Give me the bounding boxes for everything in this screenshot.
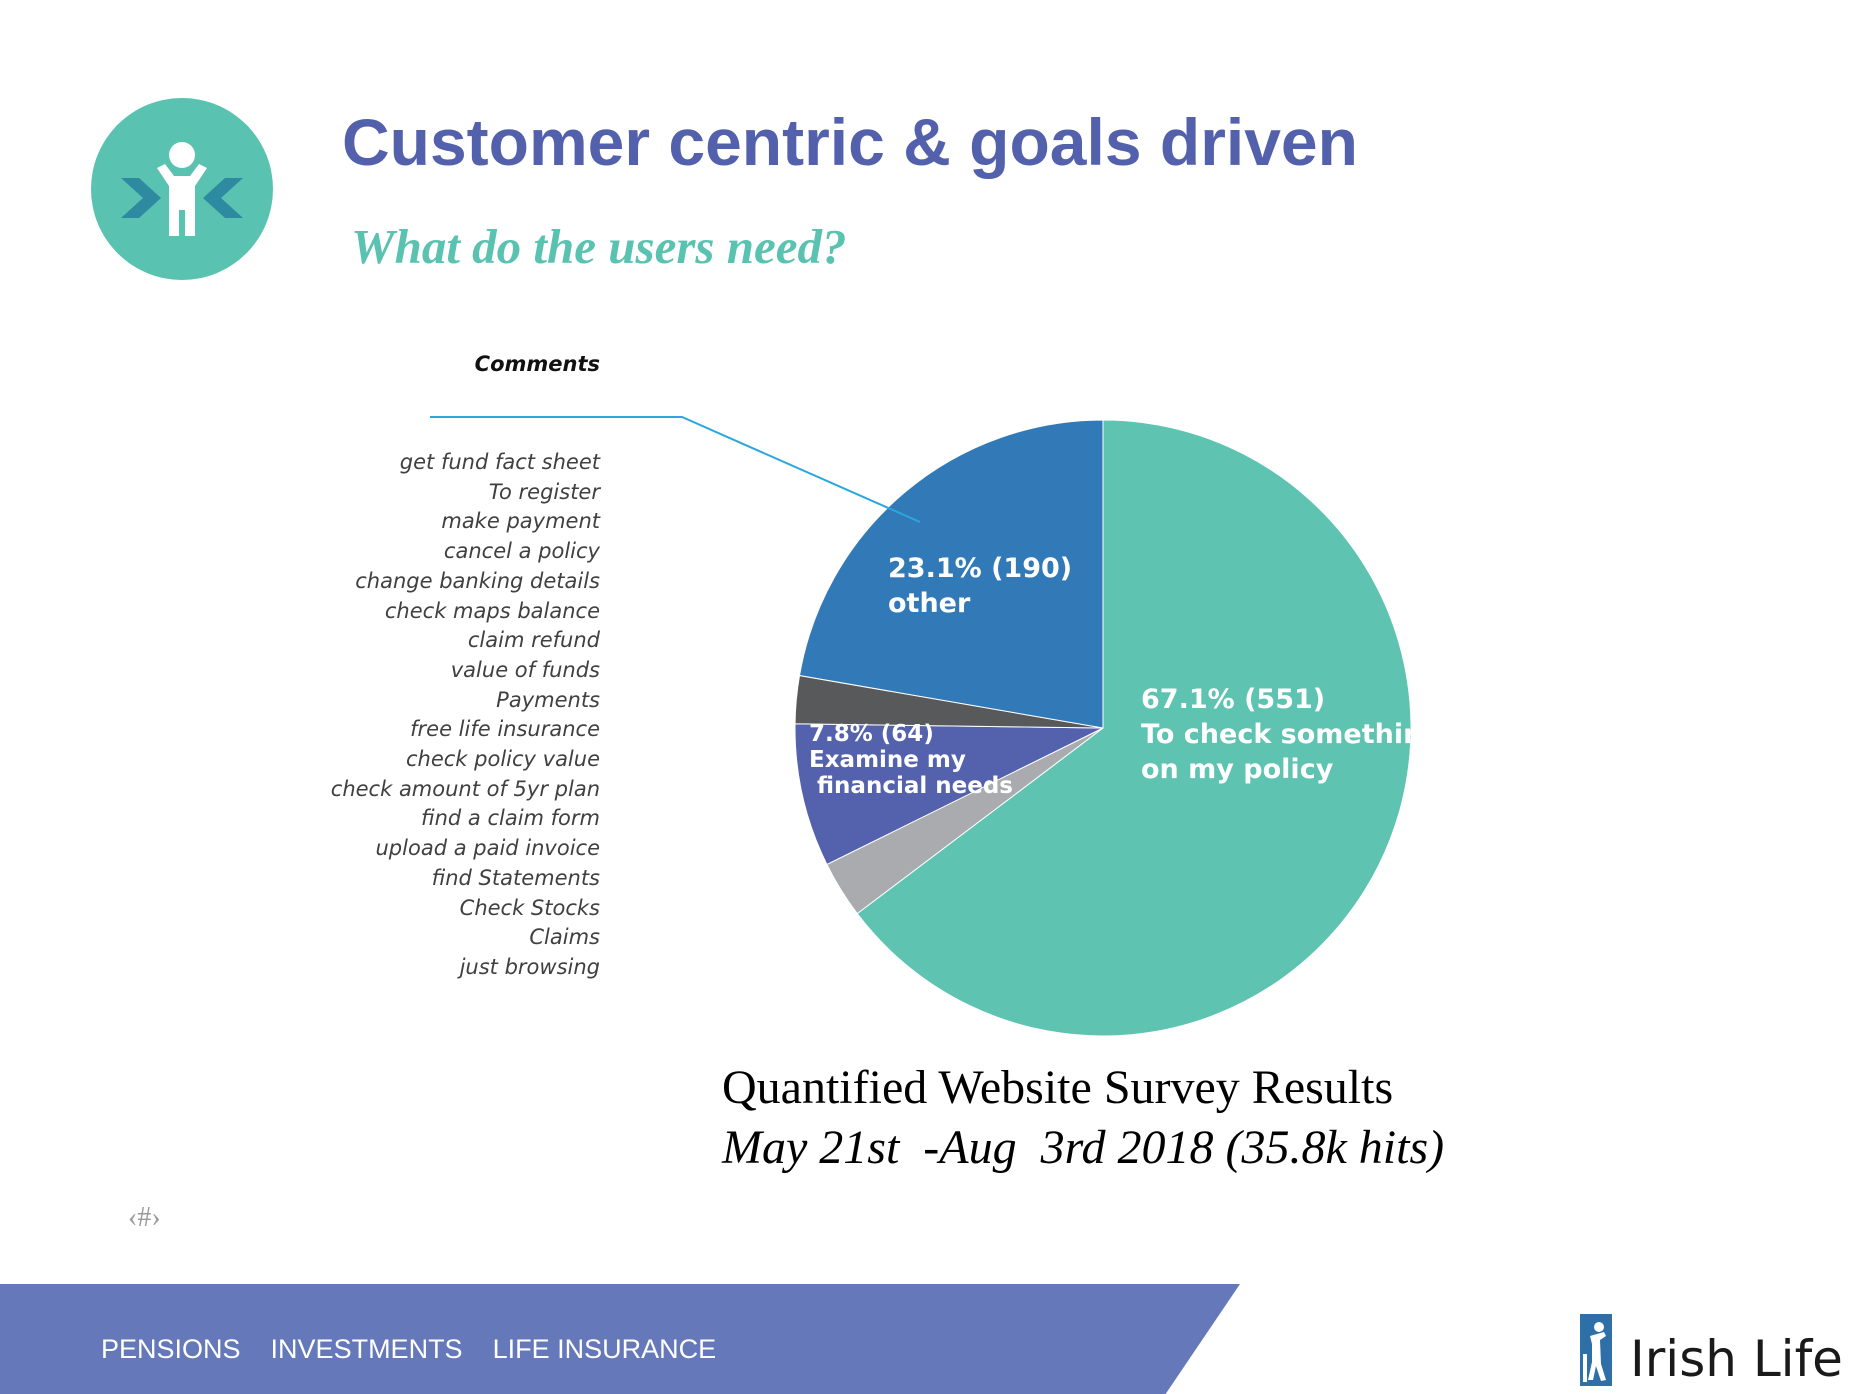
brand-name: Irish Life: [1630, 1330, 1843, 1388]
slide-number: ‹#›: [128, 1202, 161, 1233]
slice-label-2: 7.8% (64) Examine my financial needs: [809, 721, 1013, 799]
slice-label-4: 23.1% (190) other: [888, 553, 1072, 619]
footer-nav: PENSIONS INVESTMENTS LIFE INSURANCE: [101, 1334, 716, 1365]
survey-title: Quantified Website Survey Results: [722, 1061, 1394, 1114]
comments-leader-line: [430, 416, 921, 523]
comment-item: Payments: [496, 687, 600, 712]
comment-item: change banking details: [355, 568, 600, 593]
pie-slice-2: [794, 723, 1104, 866]
pie-slice-0: [856, 419, 1412, 1037]
comment-item: Claims: [529, 925, 600, 950]
comment-item: check maps balance: [384, 598, 600, 623]
comments-heading: Comments: [474, 352, 600, 376]
comment-item: get fund fact sheet: [399, 450, 600, 474]
footer-link-pensions[interactable]: PENSIONS: [101, 1334, 241, 1364]
survey-dates: May 21st -Aug 3rd 2018 (35.8k hits): [722, 1121, 1445, 1174]
irish-life-logo-icon: [1580, 1314, 1612, 1386]
comment-item: free life insurance: [410, 717, 600, 742]
page-subtitle: What do the users need?: [351, 219, 847, 274]
comment-item: To register: [488, 479, 600, 504]
footer-link-life-insurance[interactable]: LIFE INSURANCE: [492, 1334, 717, 1364]
comment-item: just browsing: [459, 954, 600, 979]
comment-item: claim refund: [467, 628, 600, 653]
comments-list: get fund fact sheet To register make pay…: [331, 448, 600, 983]
pie-slice-4: [798, 419, 1104, 729]
comment-item: cancel a policy: [443, 539, 600, 564]
comment-item: check amount of 5yr plan: [330, 776, 600, 801]
comment-item: find Statements: [431, 865, 600, 890]
comment-item: check policy value: [405, 747, 600, 772]
slice-label-0: 67.1% (551) To check something on my polic…: [1141, 684, 1442, 785]
brand-logo[interactable]: Irish Life: [1580, 1314, 1843, 1386]
comment-item: upload a paid invoice: [375, 836, 601, 861]
comment-item: find a claim form: [421, 806, 600, 831]
page-title: Customer centric & goals driven: [342, 105, 1358, 179]
comment-item: Check Stocks: [459, 895, 600, 920]
comment-item: make payment: [441, 509, 600, 534]
comment-item: value of funds: [450, 657, 600, 682]
footer-link-investments[interactable]: INVESTMENTS: [270, 1334, 463, 1364]
person-arrows-icon: [91, 98, 273, 280]
footer-band: [0, 1284, 1240, 1394]
